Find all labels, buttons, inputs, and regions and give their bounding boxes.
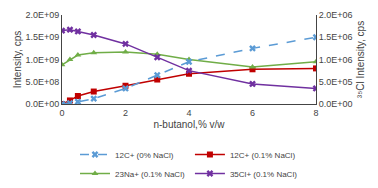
svg-text:n-butanol,% v/w: n-butanol,% v/w xyxy=(153,119,225,130)
svg-text:1.0E+09: 1.0E+09 xyxy=(25,55,59,65)
svg-text:2: 2 xyxy=(123,108,128,118)
svg-text:2.0E+09: 2.0E+09 xyxy=(25,10,59,20)
svg-text:1.5E+09: 1.5E+09 xyxy=(25,32,59,42)
svg-text:0.0E+00: 0.0E+00 xyxy=(25,99,59,109)
svg-text:5.0E+08: 5.0E+08 xyxy=(25,77,59,87)
svg-text:12C+ (0.1% NaCl): 12C+ (0.1% NaCl) xyxy=(230,151,295,160)
svg-text:Intensity, cps: Intensity, cps xyxy=(12,31,23,89)
svg-text:8: 8 xyxy=(313,108,318,118)
svg-text:1.5E+06: 1.5E+06 xyxy=(319,32,353,42)
svg-text:23Na+ (0.1% NaCl): 23Na+ (0.1% NaCl) xyxy=(115,170,185,179)
svg-text:1.0E+06: 1.0E+06 xyxy=(319,55,353,65)
svg-text:³⁵Cl Intensity, cps: ³⁵Cl Intensity, cps xyxy=(355,21,366,98)
svg-text:35Cl+ (0.1% NaCl): 35Cl+ (0.1% NaCl) xyxy=(230,170,297,179)
svg-text:0.0E+00: 0.0E+00 xyxy=(319,99,353,109)
svg-text:2.0E+06: 2.0E+06 xyxy=(319,10,353,20)
svg-text:4: 4 xyxy=(186,108,191,118)
svg-text:0: 0 xyxy=(59,108,64,118)
svg-text:6: 6 xyxy=(250,108,255,118)
svg-text:5.0E+05: 5.0E+05 xyxy=(319,77,353,87)
svg-text:12C+ (0% NaCl): 12C+ (0% NaCl) xyxy=(115,151,174,160)
